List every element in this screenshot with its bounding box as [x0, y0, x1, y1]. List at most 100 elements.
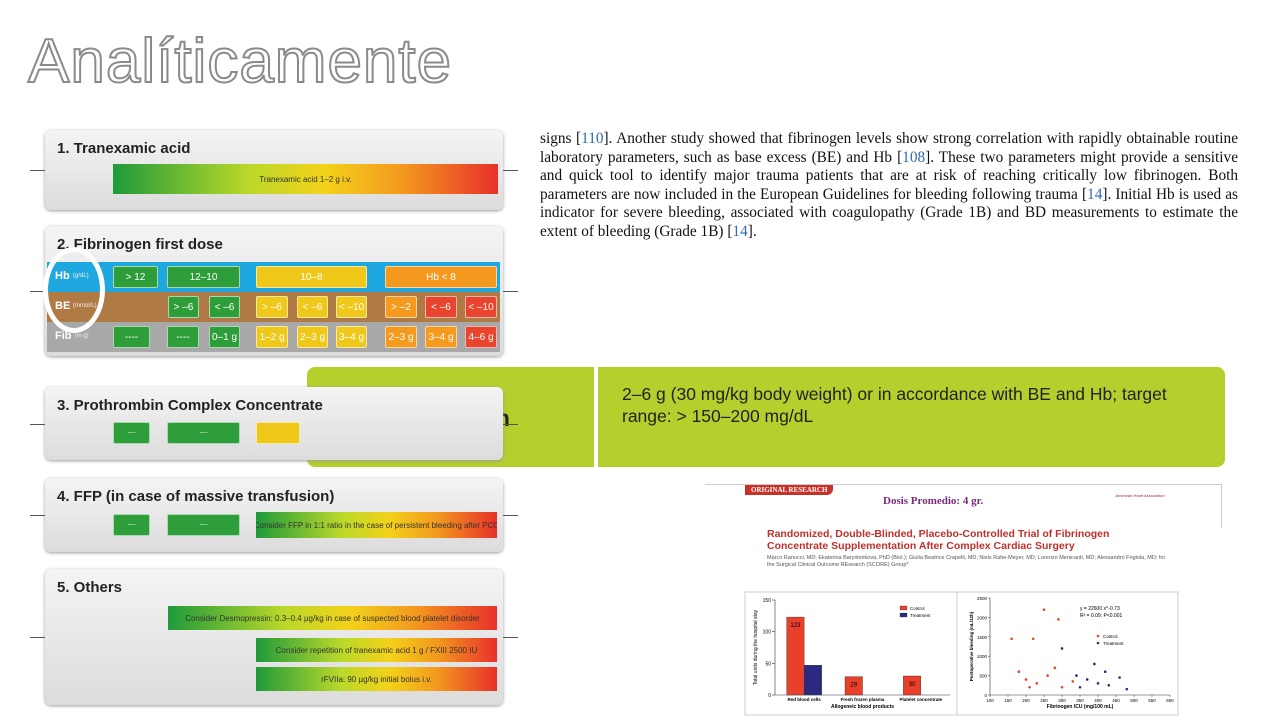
grid-cell: Hb < 8: [385, 266, 497, 288]
cell: ----: [167, 514, 240, 536]
legend-swatch: [899, 605, 908, 611]
cell: ----: [113, 514, 150, 536]
gradient-bar: Tranexamic acid 1–2 g i.v.: [113, 164, 498, 194]
connector: [503, 515, 518, 516]
point: [1024, 678, 1028, 681]
reference[interactable]: 14: [732, 222, 748, 240]
x-tick-label: 500: [1130, 698, 1138, 703]
grid-cell: > –6: [168, 296, 199, 318]
x-tick-label: 150: [1004, 698, 1012, 703]
data-label: 30: [909, 682, 916, 688]
point: [1046, 674, 1049, 677]
text: ].: [747, 222, 757, 240]
point: [1031, 637, 1035, 641]
x-tick-label: Red blood cells: [788, 697, 822, 702]
point: [1035, 682, 1039, 685]
point: [1057, 618, 1060, 621]
legend-label: Treatment: [1103, 641, 1124, 646]
gradient-bar: Consider repetition of tranexamic acid 1…: [256, 638, 497, 662]
text: ]. These two parameters might provide a …: [540, 148, 1238, 203]
x-axis-label: Allogeneic blood products: [831, 704, 894, 710]
connector: [30, 291, 45, 292]
x-tick-label: 450: [1112, 698, 1120, 703]
reference[interactable]: 14: [1087, 185, 1103, 203]
legend-marker: [1096, 641, 1100, 645]
x-tick-label: Platelet concentrate: [899, 697, 942, 702]
section-heading: 2. Fibrinogen first dose: [57, 236, 223, 253]
gradient-bar: Consider Desmopressin: 0.3–0.4 µg/kg in …: [168, 606, 497, 630]
grid-cell: 0–1 g: [209, 326, 240, 348]
grid-cell: < –10: [465, 296, 497, 318]
paper-badge: ORIGINAL RESEARCH: [745, 485, 834, 495]
connector: [503, 637, 518, 638]
y-tick-label: 100: [763, 630, 772, 636]
y-tick-label: 1500: [977, 635, 988, 640]
row-unit: (in g): [75, 333, 89, 339]
legend-label: Control: [910, 606, 925, 611]
section-heading: 4. FFP (in case of massive transfusion): [57, 488, 335, 505]
data-label: 29: [850, 683, 857, 689]
slide-title: Analíticamente: [27, 26, 453, 97]
section-heading: 5. Others: [57, 579, 123, 596]
legend-swatch: [899, 612, 908, 618]
grid-cell: ----: [167, 326, 199, 348]
connector: [503, 291, 518, 292]
grid-cell: 3–4 g: [425, 326, 457, 348]
x-tick-label: 550: [1148, 698, 1156, 703]
connector: [503, 170, 518, 171]
paper-logo: American Heart Association: [1115, 493, 1165, 498]
paragraph: signs [110]. Another study showed that f…: [540, 130, 1238, 241]
point: [1096, 682, 1100, 685]
grid-cell: 2–3 g: [297, 326, 328, 348]
grid-cell: > –2: [385, 296, 417, 318]
point: [1017, 670, 1021, 674]
y-tick-label: 0: [768, 693, 771, 699]
point: [1075, 674, 1078, 677]
annotation: y = 22600 x^-0.73: [1080, 606, 1120, 612]
point: [1060, 685, 1064, 689]
y-tick-label: 2000: [977, 615, 988, 620]
point: [1085, 678, 1089, 681]
x-tick-label: 400: [1094, 698, 1102, 703]
connector: [30, 637, 45, 638]
point: [1028, 685, 1031, 689]
y-tick-label: 50: [765, 661, 771, 667]
point: [1071, 680, 1075, 683]
text: ]. Another study showed that fibrinogen …: [540, 130, 1238, 166]
y-tick-label: 0: [984, 693, 987, 698]
x-tick-label: 600: [1166, 698, 1174, 703]
highlight-circle: [43, 247, 105, 333]
grid-cell: < –10: [336, 296, 367, 318]
gradient-bar: Consider FFP in 1:1 ratio in the case of…: [256, 512, 497, 538]
cell: ----: [167, 422, 240, 444]
connector: [30, 423, 45, 425]
grid-cell: 2–3 g: [385, 326, 417, 348]
grid-cell: < –6: [209, 296, 240, 318]
connector: [30, 170, 45, 171]
point: [1093, 662, 1096, 666]
grid-cell: < –6: [425, 296, 457, 318]
grid-cell: ----: [113, 326, 150, 348]
reference[interactable]: 108: [902, 148, 926, 166]
cell: [256, 422, 300, 444]
y-axis-label: Total units during the hospital stay: [753, 609, 759, 685]
point: [1060, 647, 1064, 650]
x-tick-label: 300: [1058, 698, 1066, 703]
y-tick-label: 150: [763, 598, 772, 604]
annotation: R² = 0.09; P<0.001: [1080, 613, 1122, 619]
grid-cell: > –6: [256, 296, 288, 318]
y-tick-label: 1000: [977, 654, 988, 659]
point: [1010, 637, 1013, 641]
connector: [30, 515, 45, 516]
point: [1053, 666, 1057, 670]
point: [1125, 687, 1129, 691]
section-heading: 3. Prothrombin Complex Concentrate: [57, 397, 323, 414]
paper-header: ORIGINAL RESEARCH Dosis Promedio: 4 gr. …: [705, 484, 1222, 528]
grid-cell: 4–6 g: [465, 326, 497, 348]
divider: [594, 367, 598, 467]
y-axis-label: Postoperative bleeding (mL/12h): [969, 611, 974, 681]
row-label: Fib: [55, 330, 72, 342]
reference[interactable]: 110: [581, 130, 604, 147]
